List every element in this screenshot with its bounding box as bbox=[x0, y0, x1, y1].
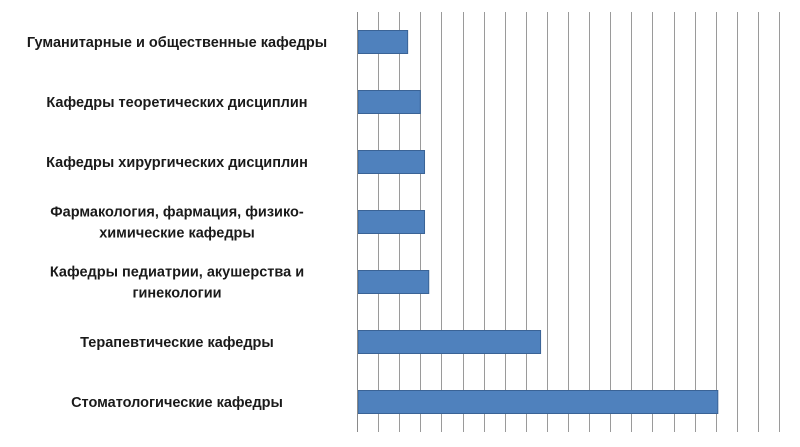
bars bbox=[357, 30, 719, 414]
category-label-line: Фармакология, фармация, физико- bbox=[50, 205, 304, 221]
category-label-line: Кафедры теоретических дисциплин bbox=[46, 95, 307, 111]
category-label-line: Кафедры хирургических дисциплин bbox=[46, 155, 308, 171]
category-label: Фармакология, фармация, физико-химически… bbox=[50, 205, 304, 242]
bar bbox=[357, 270, 430, 294]
bar bbox=[357, 150, 426, 174]
category-label: Терапевтические кафедры bbox=[80, 335, 274, 351]
category-label-line: Гуманитарные и общественные кафедры bbox=[27, 35, 327, 51]
category-label-line: гинекологии bbox=[132, 286, 221, 302]
category-labels: Гуманитарные и общественные кафедры Кафед… bbox=[27, 35, 327, 411]
category-label: Стоматологические кафедры bbox=[71, 395, 283, 411]
category-label-line: химические кафедры bbox=[99, 226, 255, 242]
bar bbox=[357, 90, 421, 114]
bar bbox=[357, 390, 719, 414]
category-label-line: Терапевтические кафедры bbox=[80, 335, 274, 351]
bar bbox=[357, 330, 542, 354]
category-label: Гуманитарные и общественные кафедры bbox=[27, 35, 327, 51]
category-label-line: Стоматологические кафедры bbox=[71, 395, 283, 411]
grid-lines bbox=[378, 12, 780, 432]
bar bbox=[357, 210, 426, 234]
category-label: Кафедры теоретических дисциплин bbox=[46, 95, 307, 111]
category-label-line: Кафедры педиатрии, акушерства и bbox=[50, 265, 304, 281]
category-label: Кафедры педиатрии, акушерства и гинеколог… bbox=[50, 265, 304, 302]
bar bbox=[357, 30, 409, 54]
category-label: Кафедры хирургических дисциплин bbox=[46, 155, 308, 171]
